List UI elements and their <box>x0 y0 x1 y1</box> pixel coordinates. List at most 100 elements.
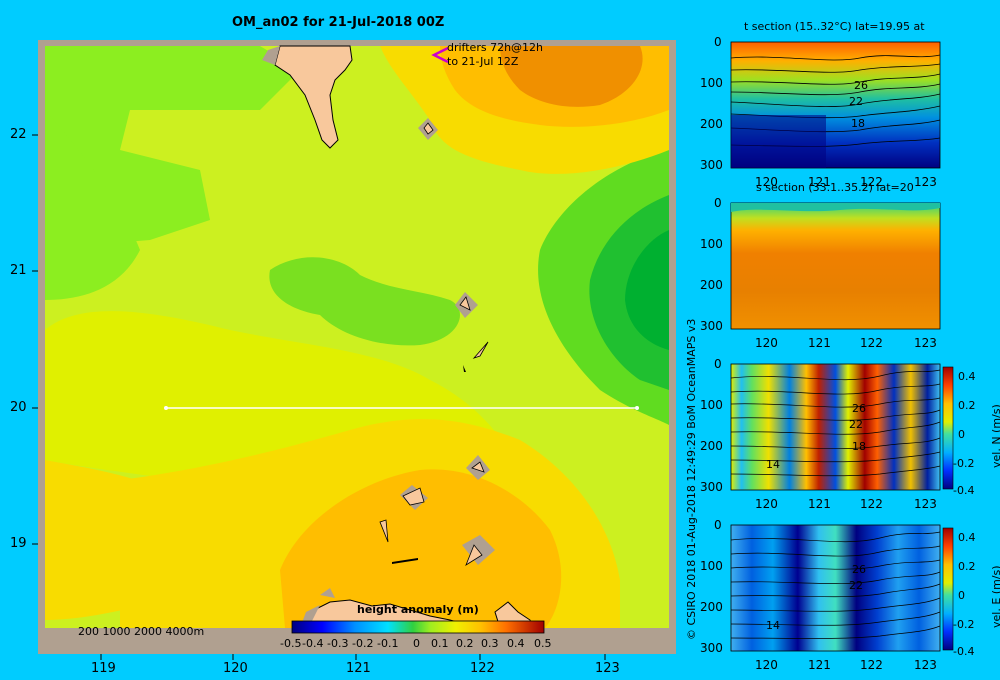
t-contour-label: 26 <box>854 79 868 92</box>
region-green-w <box>45 110 140 300</box>
island-7 <box>379 519 389 543</box>
t-section-plot <box>730 41 941 169</box>
height-anomaly-colorbar <box>291 620 545 634</box>
t-contour-label: 22 <box>849 95 863 108</box>
vn-contour-label: 26 <box>852 402 866 415</box>
t-ytick: 200 <box>700 117 723 131</box>
cbar-tick: 0.5 <box>534 637 552 650</box>
lon-tick-119: 119 <box>91 661 116 676</box>
cbar-tick: 0.1 <box>431 637 449 650</box>
cbar-tick: 0.3 <box>481 637 499 650</box>
ve-cbar-tick: 0.4 <box>958 531 976 544</box>
ve-xtick: 123 <box>914 658 937 672</box>
region-green-center <box>269 257 460 346</box>
region-darkorange-ne <box>500 46 643 107</box>
s-ytick: 100 <box>700 237 723 251</box>
vn-xtick: 120 <box>755 497 778 511</box>
island-5-land <box>471 461 485 473</box>
island-4 <box>463 365 466 372</box>
island-2-land <box>459 296 471 311</box>
s-xtick: 121 <box>808 336 831 350</box>
vn-ytick: 200 <box>700 439 723 453</box>
t-xtick: 121 <box>808 175 831 189</box>
t-xtick: 123 <box>914 175 937 189</box>
shelf-taiwan <box>262 46 280 65</box>
ve-ytick: 100 <box>700 559 723 573</box>
vn-cbar-tick: 0 <box>958 428 965 441</box>
vn-cbar-label: vel. N (m/s) <box>990 404 1000 468</box>
t-xtick: 120 <box>755 175 778 189</box>
lon-tick-123: 123 <box>595 661 620 676</box>
region-green-east-core <box>625 230 669 350</box>
vn-xtick: 121 <box>808 497 831 511</box>
ve-xtick: 120 <box>755 658 778 672</box>
cbar-tick: -0.4 <box>302 637 324 650</box>
cbar-tick: 0.4 <box>507 637 525 650</box>
ve-contour-label: 22 <box>849 579 863 592</box>
island-1-land <box>423 122 434 135</box>
vn-contour-label: 18 <box>852 440 866 453</box>
land-taiwan <box>274 45 353 149</box>
s-ytick: 200 <box>700 278 723 292</box>
island-6-land <box>402 487 425 506</box>
drifters-label-line2: to 21-Jul 12Z <box>447 55 519 68</box>
t-ytick: 300 <box>700 158 723 172</box>
colorbar-ticks: -0.5 -0.4 -0.3 -0.2 -0.1 0 0.1 0.2 0.3 0… <box>280 637 556 651</box>
vn-contour-label: 14 <box>766 458 780 471</box>
lat-tick-22: 22 <box>10 127 27 142</box>
ve-ytick: 0 <box>714 518 722 532</box>
vn-ytick: 300 <box>700 480 723 494</box>
island-10 <box>320 588 335 598</box>
map-lon-ticks <box>100 654 606 660</box>
ve-cbar-tick: 0 <box>958 589 965 602</box>
vn-xtick: 122 <box>860 497 883 511</box>
ve-contour-label: 26 <box>852 563 866 576</box>
ve-cbar-tick: -0.4 <box>953 645 975 658</box>
map-title: OM_an02 for 21-Jul-2018 00Z <box>232 15 445 30</box>
ve-section-plot <box>730 524 954 652</box>
island-8-land <box>465 544 483 566</box>
ve-xtick: 122 <box>860 658 883 672</box>
ve-cbar-tick: -0.2 <box>953 618 975 631</box>
s-section-plot <box>730 202 941 330</box>
colorbar-label: height anomaly (m) <box>357 603 479 616</box>
t-ytick: 0 <box>714 35 722 49</box>
t-contour-label: 18 <box>851 117 865 130</box>
drifter-arrow-icon <box>431 46 449 64</box>
region-orange-south <box>280 469 562 628</box>
s-xtick: 120 <box>755 336 778 350</box>
s-xtick: 122 <box>860 336 883 350</box>
ve-xtick: 121 <box>808 658 831 672</box>
lat-tick-21: 21 <box>10 263 27 278</box>
lat-tick-19: 19 <box>10 536 27 551</box>
lon-tick-121: 121 <box>346 661 371 676</box>
lon-tick-122: 122 <box>470 661 495 676</box>
drifters-label-line1: drifters 72h@12h <box>447 41 544 54</box>
island-9 <box>392 558 418 564</box>
t-section-title: t section (15..32°C) lat=19.95 at <box>744 20 925 33</box>
vn-cbar-tick: -0.4 <box>953 484 975 497</box>
section-end-marker <box>635 406 639 410</box>
vn-contour-label: 22 <box>849 418 863 431</box>
region-yellow-sw <box>45 460 208 620</box>
vn-ytick: 100 <box>700 398 723 412</box>
island-3 <box>472 341 489 359</box>
ve-ytick: 200 <box>700 600 723 614</box>
cbar-tick: 0 <box>413 637 420 650</box>
s-xtick: 123 <box>914 336 937 350</box>
cbar-tick: -0.5 <box>280 637 302 650</box>
cbar-tick: -0.1 <box>377 637 399 650</box>
map-lat-ticks <box>32 134 38 545</box>
vn-xtick: 123 <box>914 497 937 511</box>
s-ytick: 0 <box>714 196 722 210</box>
vn-section-plot <box>730 363 954 491</box>
cbar-tick: -0.3 <box>327 637 349 650</box>
s-ytick: 300 <box>700 319 723 333</box>
vn-cbar-tick: -0.2 <box>953 457 975 470</box>
cbar-tick: -0.2 <box>352 637 374 650</box>
ve-cbar-label: vel. E (m/s) <box>990 565 1000 628</box>
t-ytick: 100 <box>700 76 723 90</box>
ve-contour-label: 14 <box>766 619 780 632</box>
